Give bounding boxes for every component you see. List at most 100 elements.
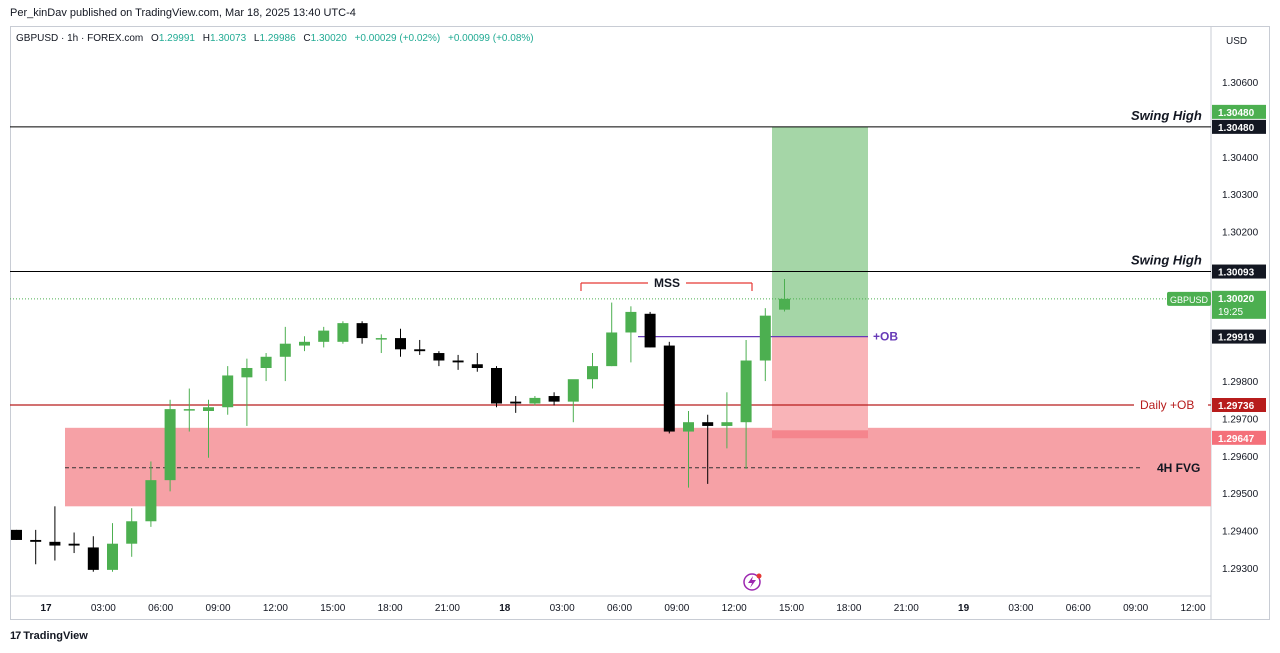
- fvg-price-tag: [1212, 430, 1266, 445]
- x-tick-label: 19: [958, 603, 970, 614]
- legend-open-label: O: [151, 33, 159, 44]
- y-tick-label: 1.30200: [1222, 228, 1259, 239]
- candle-up: [529, 397, 541, 404]
- candle-up: [107, 543, 118, 570]
- x-tick-label: 06:00: [148, 603, 173, 614]
- candle-up: [683, 422, 694, 432]
- lightning-dot: [756, 573, 762, 579]
- candle-down: [11, 529, 22, 540]
- y-tick-label: 1.30300: [1222, 190, 1259, 201]
- candle-up: [279, 343, 291, 357]
- candle-up: [203, 407, 214, 411]
- swing-high-lower-price-tag: [1212, 264, 1266, 279]
- candle-down: [663, 345, 675, 432]
- x-tick-label: 09:00: [206, 603, 231, 614]
- x-tick-label: 06:00: [1066, 603, 1091, 614]
- swing-high-lower-label: Swing High: [1131, 253, 1202, 268]
- y-tick-label: 1.30600: [1222, 78, 1259, 89]
- publisher-line: Per_kinDav published on TradingView.com,…: [10, 7, 356, 19]
- legend-symbol[interactable]: GBPUSD · 1h · FOREX.com: [16, 33, 144, 44]
- tradingview-brand: 17 TradingView: [10, 630, 88, 642]
- y-tick-label: 1.29500: [1222, 489, 1259, 500]
- target-price-tag: [1212, 104, 1266, 119]
- position-stop-zone: [772, 336, 868, 439]
- x-tick-label: 03:00: [1008, 603, 1033, 614]
- candle-down: [433, 353, 445, 361]
- mss-label: MSS: [654, 276, 680, 290]
- chart-frame: [10, 26, 1270, 620]
- x-tick-label: 17: [40, 603, 52, 614]
- swing-high-upper-price-tag: [1212, 119, 1266, 134]
- y-tick-label: 1.29800: [1222, 377, 1259, 388]
- x-tick-label: 12:00: [263, 603, 288, 614]
- swing-high-lower-price-text: 1.30093: [1218, 268, 1255, 279]
- current-price-text: 1.30020: [1218, 294, 1255, 305]
- x-tick-label: 09:00: [664, 603, 689, 614]
- legend-open: 1.29991: [158, 33, 195, 44]
- legend-high: 1.30073: [209, 33, 247, 44]
- candle-up: [164, 409, 176, 481]
- candle-up: [625, 311, 637, 333]
- current-price-tag: [1212, 290, 1266, 319]
- fvg-price-text: 1.29647: [1218, 434, 1255, 445]
- candle-up: [587, 366, 598, 380]
- ob-label: +OB: [873, 330, 898, 344]
- legend-low: 1.29986: [259, 33, 296, 44]
- x-tick-label: 21:00: [894, 603, 919, 614]
- x-tick-label: 12:00: [1180, 603, 1205, 614]
- symbol-badge: [1167, 291, 1211, 306]
- swing-high-upper-label: Swing High: [1131, 108, 1202, 123]
- candle-down: [491, 367, 502, 404]
- candle-down: [30, 539, 42, 542]
- target-price-text: 1.30480: [1218, 108, 1255, 119]
- legend-close-label: C: [303, 33, 311, 44]
- candle-up: [567, 379, 579, 402]
- candle-up: [145, 480, 157, 522]
- candle-down: [510, 401, 522, 404]
- position-stop-edge: [772, 430, 868, 439]
- candle-up: [759, 315, 771, 361]
- candle-down: [356, 323, 368, 339]
- candle-down: [548, 396, 560, 402]
- daily-ob-price-tag: [1212, 398, 1266, 413]
- legend-low-label: L: [253, 33, 260, 44]
- lightning-ring: [743, 573, 761, 591]
- candle-up: [375, 338, 387, 340]
- fvg-zone: [65, 427, 1211, 507]
- candle-up: [606, 332, 618, 367]
- y-tick-label: 1.29600: [1222, 452, 1259, 463]
- lightning-icon[interactable]: [743, 573, 762, 591]
- candle-down: [452, 360, 464, 363]
- bar-countdown-text: 19:25: [1218, 307, 1243, 318]
- candle-down: [702, 422, 714, 426]
- candle-up: [241, 367, 253, 378]
- ob-price-tag: [1212, 329, 1266, 344]
- candle-up: [721, 422, 733, 426]
- ob-price-text: 1.29919: [1218, 333, 1255, 344]
- legend-close: 1.30020: [310, 33, 347, 44]
- candle-down: [471, 364, 483, 368]
- brand-name: TradingView: [23, 630, 88, 642]
- y-tick-label: 1.29700: [1222, 414, 1259, 425]
- candle-down: [414, 349, 426, 352]
- tv-logo-icon: 17: [10, 630, 21, 642]
- legend-change: +0.00029 (+0.02%): [354, 33, 441, 44]
- y-tick-label: 1.30400: [1222, 153, 1259, 164]
- x-tick-label: 06:00: [607, 603, 632, 614]
- x-tick-label: 21:00: [435, 603, 460, 614]
- candle-down: [87, 547, 99, 570]
- currency-label[interactable]: USD: [1226, 36, 1248, 47]
- legend-change-2: +0.00099 (+0.08%): [448, 33, 534, 44]
- x-tick-label: 18:00: [836, 603, 861, 614]
- daily-ob-price-text: 1.29736: [1218, 401, 1255, 412]
- y-tick-label: 1.29300: [1222, 564, 1259, 575]
- ohlc-legend: GBPUSD · 1h · FOREX.com O1.29991 H1.3007…: [16, 33, 534, 44]
- x-tick-label: 09:00: [1123, 603, 1148, 614]
- candle-up: [260, 356, 272, 368]
- candle-up: [318, 330, 330, 342]
- candle-up: [183, 409, 195, 411]
- candle-down: [395, 338, 406, 350]
- swing-high-upper-price-text: 1.30480: [1218, 123, 1255, 134]
- x-tick-label: 03:00: [550, 603, 575, 614]
